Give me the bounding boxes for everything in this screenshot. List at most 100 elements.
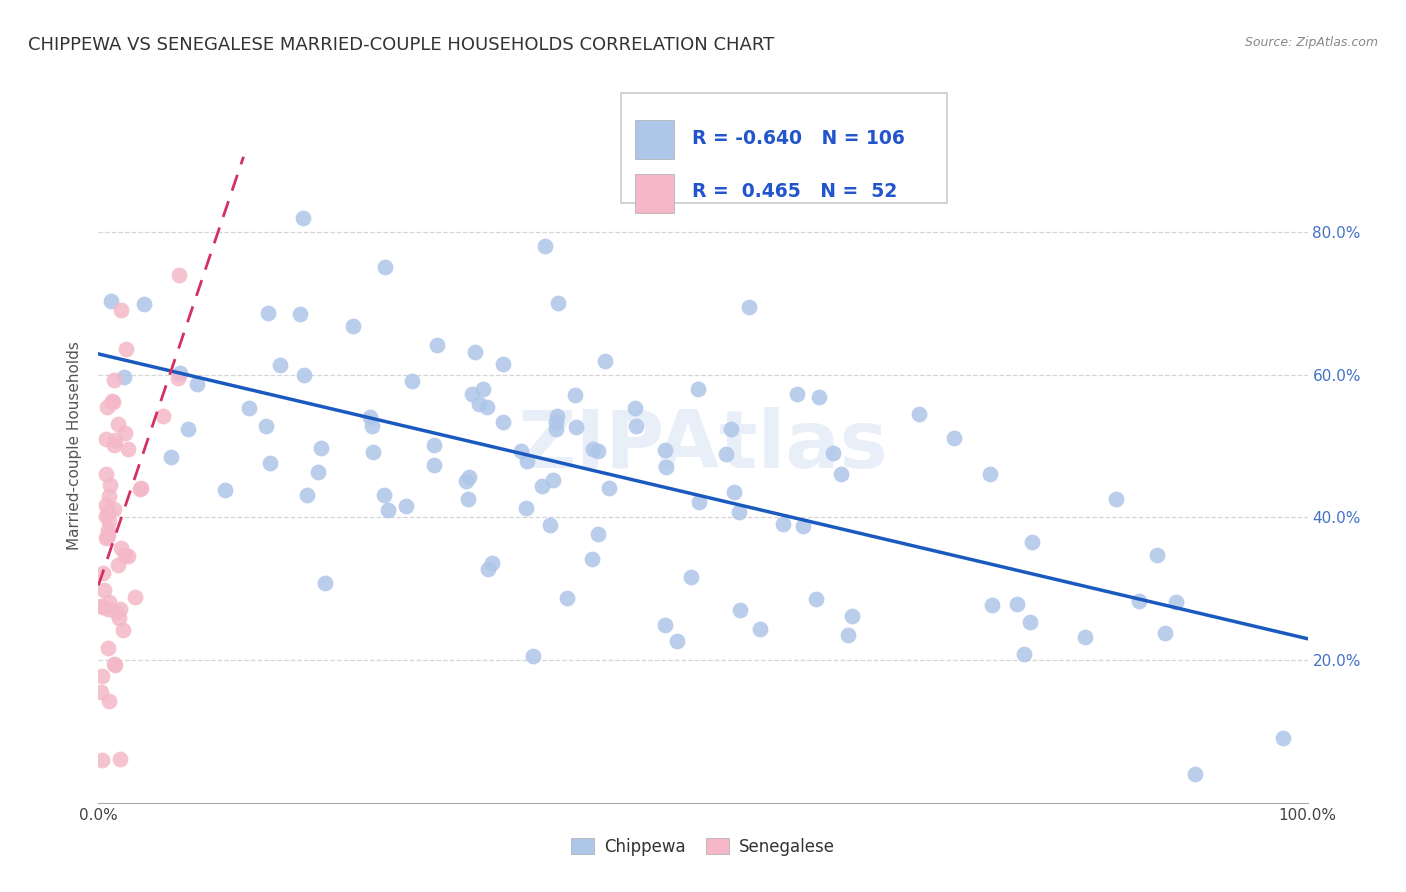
Point bbox=[401, 374, 423, 388]
Point bbox=[94, 433, 117, 447]
Point bbox=[492, 357, 515, 371]
Point bbox=[117, 442, 139, 456]
FancyBboxPatch shape bbox=[621, 93, 948, 203]
Point bbox=[475, 400, 498, 414]
Point bbox=[426, 337, 449, 351]
Point bbox=[166, 370, 188, 384]
Text: R =  0.465   N =  52: R = 0.465 N = 52 bbox=[692, 182, 897, 202]
Point bbox=[342, 318, 364, 333]
Point bbox=[654, 442, 676, 457]
Point bbox=[626, 419, 648, 434]
Point bbox=[160, 450, 183, 464]
Point bbox=[361, 418, 384, 433]
Point bbox=[91, 600, 114, 615]
Point bbox=[454, 474, 477, 488]
Point bbox=[129, 481, 152, 495]
Point bbox=[547, 296, 569, 310]
Point bbox=[373, 488, 395, 502]
Point bbox=[1128, 594, 1150, 608]
Point bbox=[423, 458, 446, 472]
Point bbox=[582, 442, 605, 456]
Point bbox=[598, 481, 620, 495]
Point bbox=[101, 393, 124, 408]
Text: Source: ZipAtlas.com: Source: ZipAtlas.com bbox=[1244, 36, 1378, 49]
Point bbox=[98, 478, 121, 492]
Point bbox=[1272, 731, 1295, 746]
Point bbox=[105, 606, 128, 620]
Point bbox=[830, 467, 852, 482]
Point bbox=[97, 523, 120, 537]
Point bbox=[98, 489, 121, 503]
Point bbox=[509, 444, 531, 458]
Point bbox=[177, 422, 200, 436]
Point bbox=[543, 474, 565, 488]
Point bbox=[169, 268, 191, 282]
FancyBboxPatch shape bbox=[636, 120, 673, 160]
Point bbox=[907, 407, 929, 421]
Point bbox=[103, 657, 125, 671]
Point bbox=[114, 548, 136, 562]
Point bbox=[214, 483, 236, 497]
Point bbox=[564, 387, 586, 401]
Point bbox=[97, 505, 120, 519]
Point bbox=[309, 441, 332, 455]
Point bbox=[472, 382, 495, 396]
Point bbox=[114, 425, 136, 440]
Point bbox=[823, 446, 845, 460]
Point bbox=[256, 305, 278, 319]
Point bbox=[186, 377, 208, 392]
Point bbox=[297, 488, 319, 502]
Point bbox=[98, 595, 121, 609]
Point bbox=[103, 373, 125, 387]
Point bbox=[720, 422, 742, 436]
Point bbox=[94, 509, 117, 524]
Point bbox=[96, 400, 118, 414]
Point bbox=[112, 370, 135, 384]
Point bbox=[1012, 647, 1035, 661]
Point bbox=[728, 505, 751, 519]
Point bbox=[1074, 631, 1097, 645]
Point bbox=[530, 479, 553, 493]
Point bbox=[516, 454, 538, 468]
Point bbox=[374, 260, 396, 274]
Point bbox=[655, 460, 678, 475]
Point bbox=[117, 549, 139, 563]
Point bbox=[101, 394, 124, 409]
Point bbox=[377, 502, 399, 516]
FancyBboxPatch shape bbox=[636, 174, 673, 213]
Point bbox=[90, 599, 112, 614]
Point bbox=[534, 239, 557, 253]
Point bbox=[464, 344, 486, 359]
Point bbox=[314, 576, 336, 591]
Point bbox=[461, 387, 484, 401]
Text: CHIPPEWA VS SENEGALESE MARRIED-COUPLE HOUSEHOLDS CORRELATION CHART: CHIPPEWA VS SENEGALESE MARRIED-COUPLE HO… bbox=[28, 36, 775, 54]
Point bbox=[254, 419, 277, 434]
Point bbox=[100, 293, 122, 308]
Point bbox=[107, 417, 129, 432]
Point bbox=[942, 431, 965, 445]
Point bbox=[104, 658, 127, 673]
Text: ZIPAtlas: ZIPAtlas bbox=[517, 407, 889, 485]
Point bbox=[97, 640, 120, 655]
Point bbox=[807, 390, 830, 404]
Point bbox=[238, 401, 260, 416]
Point bbox=[837, 628, 859, 642]
Point bbox=[96, 499, 118, 513]
Legend: Chippewa, Senegalese: Chippewa, Senegalese bbox=[564, 831, 842, 863]
Point bbox=[124, 591, 146, 605]
Point bbox=[623, 401, 645, 415]
Point bbox=[804, 592, 827, 607]
Point bbox=[481, 556, 503, 570]
Point bbox=[129, 483, 152, 497]
Point bbox=[593, 354, 616, 368]
Point bbox=[359, 409, 381, 424]
Point bbox=[108, 601, 131, 615]
Point bbox=[686, 382, 709, 396]
Point bbox=[169, 366, 191, 380]
Point bbox=[1021, 535, 1043, 549]
Point bbox=[688, 495, 710, 509]
Point bbox=[1166, 594, 1188, 608]
Point bbox=[292, 368, 315, 382]
Point bbox=[515, 500, 537, 515]
Point bbox=[772, 516, 794, 531]
